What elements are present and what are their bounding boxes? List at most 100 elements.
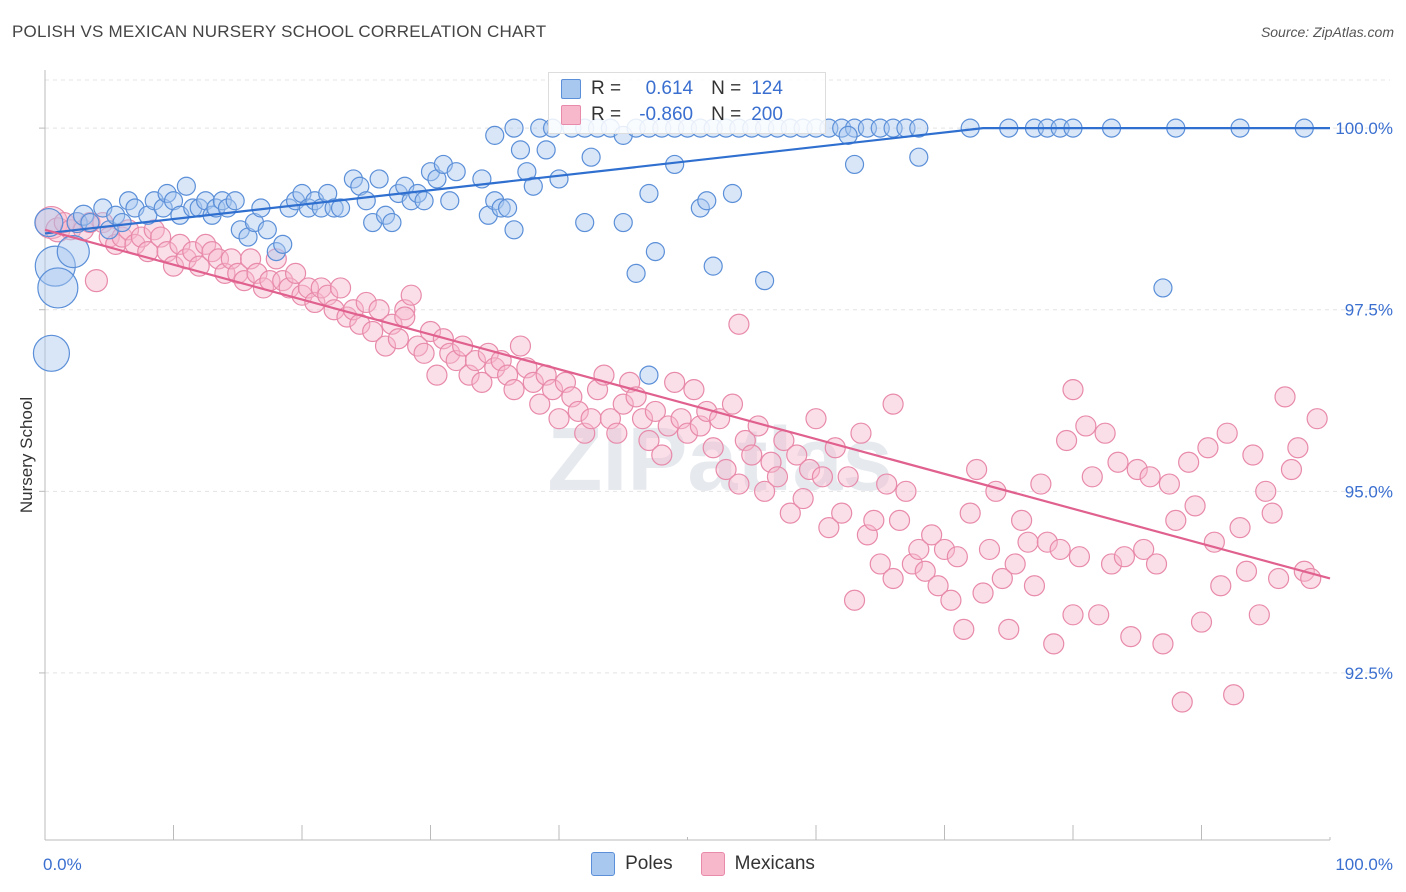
mexican-point bbox=[1088, 604, 1110, 626]
pole-point bbox=[118, 191, 139, 211]
mexican-point bbox=[753, 480, 776, 502]
tick-labels: 92.5% 95.0% 97.5% 100.0% 0.0% 100.0% bbox=[43, 119, 1393, 874]
mexican-point bbox=[1184, 495, 1206, 517]
mexican-point bbox=[387, 328, 409, 350]
pole-point bbox=[909, 147, 929, 167]
mexican-point bbox=[953, 618, 975, 640]
pole-point bbox=[754, 271, 775, 291]
mexican-point bbox=[657, 415, 679, 437]
mexican-point bbox=[1203, 531, 1225, 553]
mexican-point bbox=[876, 473, 898, 495]
pole-point bbox=[510, 140, 531, 160]
pole-point bbox=[382, 212, 402, 233]
legend-item-mexicans[interactable]: Mexicans bbox=[700, 852, 815, 876]
pole-point bbox=[324, 198, 344, 218]
mexican-point bbox=[1113, 546, 1136, 568]
x-tick-label: 100.0% bbox=[1335, 855, 1393, 874]
mexican-point bbox=[1043, 633, 1065, 655]
mexican-point bbox=[548, 408, 570, 430]
mexican-point bbox=[927, 575, 949, 597]
mexican-point bbox=[1267, 567, 1290, 590]
poles-r-label: R = bbox=[591, 78, 622, 99]
mexican-point bbox=[805, 408, 827, 430]
mexican-point bbox=[798, 458, 821, 481]
mexican-point bbox=[1280, 458, 1303, 481]
mexican-point bbox=[84, 269, 109, 293]
mexican-point bbox=[728, 313, 750, 335]
mexican-point bbox=[882, 567, 904, 590]
mexican-point bbox=[1139, 466, 1161, 488]
legend-row-poles: R = 0.614 N = 124 bbox=[561, 77, 783, 101]
legend-row-mexicans: R = -0.860 N = 200 bbox=[561, 103, 783, 127]
pole-point bbox=[504, 220, 524, 240]
mexican-point bbox=[1133, 538, 1155, 561]
y-axis-label: Nursery School bbox=[17, 397, 36, 513]
poles-n-value: 124 bbox=[751, 78, 783, 99]
mexican-point bbox=[413, 342, 435, 364]
mexican-point bbox=[837, 466, 859, 488]
mexicans-trend-line bbox=[44, 228, 1331, 580]
mexican-point bbox=[664, 371, 686, 393]
mexican-point bbox=[921, 524, 943, 546]
mexican-point bbox=[284, 262, 307, 284]
chart-title: POLISH VS MEXICAN NURSERY SCHOOL CORRELA… bbox=[12, 22, 547, 41]
mexican-point bbox=[824, 437, 846, 459]
correlation-legend: R = 0.614 N = 124 R = -0.860 N = 200 bbox=[548, 72, 826, 134]
pole-point bbox=[414, 191, 434, 211]
pole-point bbox=[504, 118, 524, 138]
mexican-point bbox=[991, 567, 1013, 590]
mexican-point bbox=[1094, 422, 1116, 444]
mexican-point bbox=[503, 379, 525, 401]
legend-item-poles[interactable]: Poles bbox=[591, 852, 673, 876]
mexican-point bbox=[792, 487, 814, 510]
mexicans-swatch bbox=[561, 105, 581, 125]
poles-r-value: 0.614 bbox=[645, 78, 694, 99]
pole-point bbox=[375, 205, 396, 225]
mexican-point bbox=[464, 349, 487, 372]
mexican-point bbox=[1165, 509, 1187, 531]
pole-point bbox=[523, 176, 543, 196]
mexican-point bbox=[1062, 379, 1084, 401]
pole-point bbox=[206, 198, 226, 218]
pole-point bbox=[343, 169, 363, 189]
pole-point bbox=[639, 183, 659, 204]
pole-point bbox=[369, 169, 389, 189]
pole-point bbox=[72, 204, 95, 226]
mexican-point bbox=[644, 400, 666, 423]
mexican-point bbox=[985, 480, 1007, 502]
mexican-point bbox=[843, 589, 866, 611]
mexican-point bbox=[908, 538, 930, 561]
pole-point bbox=[176, 176, 196, 196]
pole-point bbox=[639, 365, 659, 385]
trend-lines bbox=[44, 127, 1331, 580]
poles-legend-swatch bbox=[591, 852, 616, 876]
mexican-point bbox=[1075, 415, 1097, 437]
mexican-point bbox=[374, 335, 397, 357]
mexicans-legend-swatch bbox=[700, 852, 725, 876]
pole-point bbox=[498, 198, 518, 218]
mexican-point bbox=[651, 444, 673, 466]
mexican-point bbox=[355, 291, 377, 314]
mexican-point bbox=[522, 371, 544, 393]
mexicans-r-value: -0.860 bbox=[639, 104, 694, 125]
pole-point bbox=[844, 154, 865, 175]
mexican-point bbox=[1190, 611, 1213, 633]
mexican-point bbox=[676, 422, 699, 444]
pole-point bbox=[157, 183, 177, 204]
pole-point bbox=[697, 191, 717, 211]
mexican-point bbox=[1017, 531, 1039, 553]
mexican-point bbox=[426, 364, 448, 386]
mexican-point bbox=[329, 277, 352, 299]
mexican-point bbox=[683, 379, 705, 401]
mexican-point bbox=[1062, 604, 1084, 626]
poles-trend-line bbox=[44, 127, 1330, 235]
mexican-point bbox=[471, 371, 493, 393]
poles-legend-label: Poles bbox=[625, 853, 673, 874]
pole-point bbox=[112, 212, 132, 233]
mexican-point bbox=[1229, 517, 1251, 539]
mexican-point bbox=[1255, 480, 1277, 502]
mexican-point bbox=[882, 393, 904, 415]
mexican-point bbox=[1242, 444, 1264, 466]
mexican-point bbox=[933, 538, 956, 561]
